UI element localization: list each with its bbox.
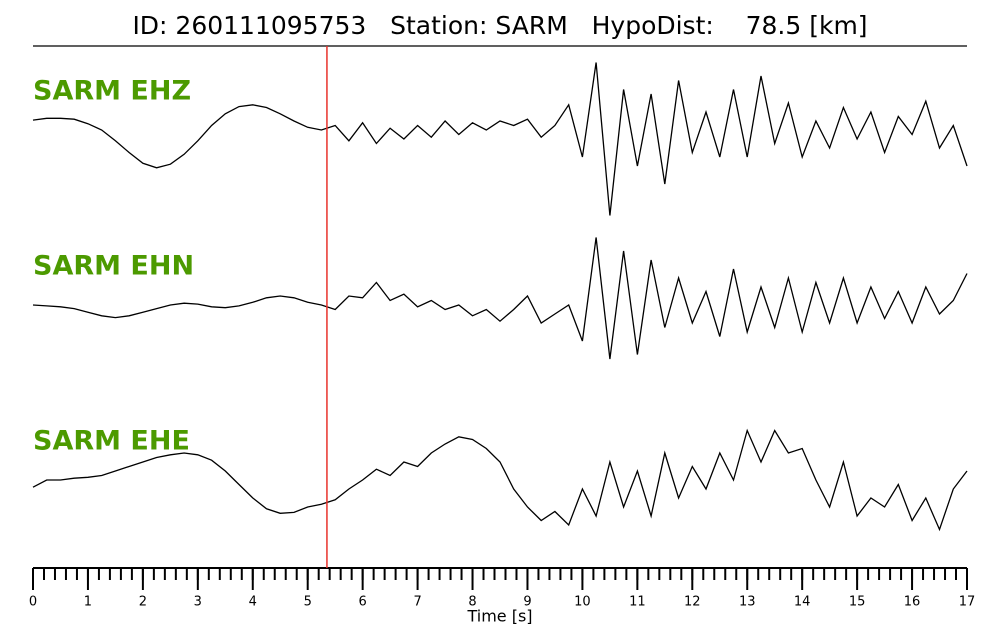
x-tick-label: 6 — [359, 595, 367, 610]
waveform — [32, 237, 968, 360]
x-tick-label: 16 — [904, 595, 921, 610]
x-tick-label: 11 — [629, 595, 646, 610]
x-axis-label: Time [s] — [466, 607, 532, 626]
x-tick-label: 7 — [413, 595, 421, 610]
x-tick-label: 10 — [574, 595, 591, 610]
chart-title: ID: 260111095753 Station: SARM HypoDist:… — [132, 11, 867, 40]
x-tick-label: 2 — [139, 595, 147, 610]
x-tick-label: 3 — [194, 595, 202, 610]
x-tick-label: 12 — [684, 595, 701, 610]
x-tick-label: 15 — [849, 595, 866, 610]
x-tick-label: 0 — [29, 595, 37, 610]
waveform — [32, 428, 968, 532]
x-tick-label: 13 — [739, 595, 756, 610]
trace-label: SARM EHN — [33, 251, 194, 282]
x-tick-label: 1 — [84, 595, 92, 610]
x-tick-label: 5 — [304, 595, 312, 610]
x-tick-label: 8 — [468, 595, 476, 610]
trace-label: SARM EHZ — [33, 76, 191, 107]
x-tick-label: 17 — [959, 595, 976, 610]
x-tick-label: 9 — [523, 595, 531, 610]
x-tick-label: 14 — [794, 595, 811, 610]
trace-label: SARM EHE — [33, 426, 190, 457]
x-tick-label: 4 — [249, 595, 257, 610]
waveform — [32, 62, 968, 216]
